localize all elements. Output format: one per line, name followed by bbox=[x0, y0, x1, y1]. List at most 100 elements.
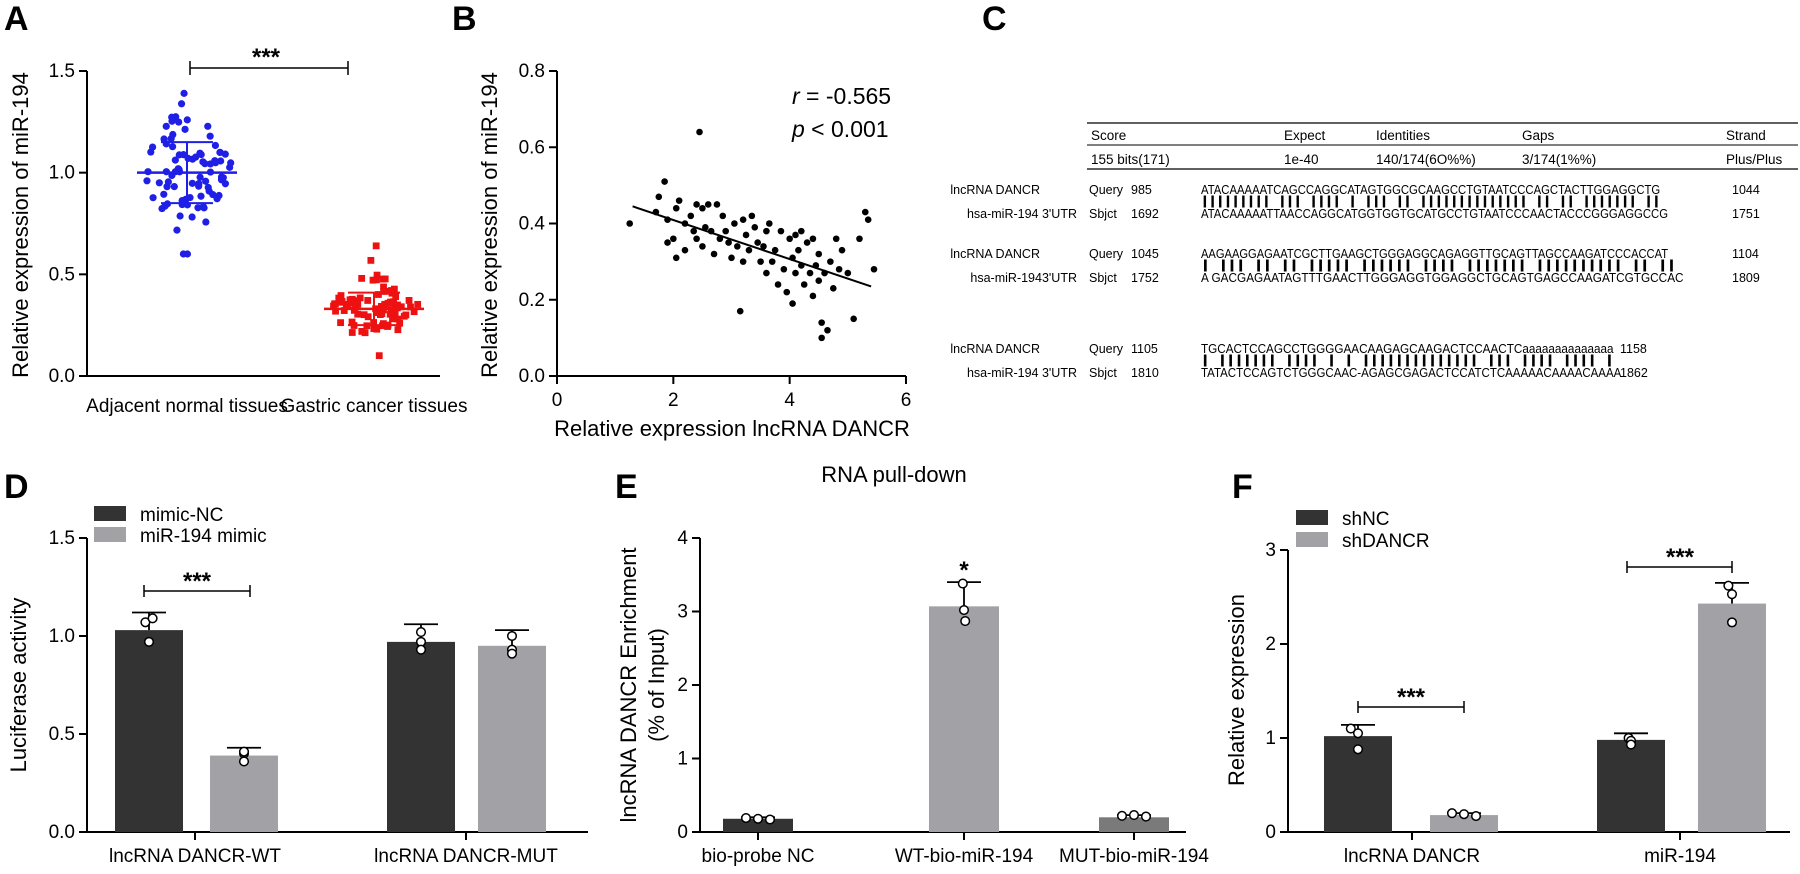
panel-d-data-point bbox=[143, 636, 155, 647]
panel-f-bar bbox=[1698, 603, 1766, 832]
panel-b-y-tick-label: 0.4 bbox=[519, 214, 546, 235]
panel-b-point bbox=[827, 258, 834, 265]
panel-e-data-point bbox=[1116, 810, 1128, 821]
panel-b-point bbox=[832, 235, 840, 243]
panel-b-point bbox=[792, 231, 799, 239]
panel-b-point bbox=[725, 239, 732, 246]
panel-c-subject-start: 1752 bbox=[1131, 271, 1159, 285]
panel-f-category-label: lncRNA DANCR bbox=[1344, 846, 1480, 867]
panel-c-query-name: lncRNA DANCR bbox=[950, 183, 1040, 197]
panel-a-y-tick-label: 0.0 bbox=[49, 366, 75, 387]
panel-a-point bbox=[196, 173, 204, 181]
panel-a-point bbox=[219, 174, 227, 182]
panel-f-category-label: miR-194 bbox=[1644, 846, 1716, 867]
panel-a-point bbox=[378, 310, 386, 318]
panel-c-subject-seq: ATACAAAAATTAACCAGGCATGGTGGTGCATGCCTGTAAT… bbox=[1201, 207, 1668, 221]
panel-b-x-tick-label: 2 bbox=[668, 390, 679, 411]
panel-b-point bbox=[850, 315, 857, 323]
panel-c-subject-type: Sbjct bbox=[1089, 271, 1117, 285]
panel-b-point bbox=[870, 265, 878, 273]
panel-d-data-point bbox=[238, 746, 250, 757]
panel-b-point bbox=[818, 319, 825, 326]
panel-a-point bbox=[390, 298, 397, 306]
panel-e-bar bbox=[1099, 817, 1169, 832]
panel-a-point bbox=[354, 310, 362, 318]
panel-e-data-point bbox=[1128, 810, 1140, 821]
panel-a-point bbox=[397, 303, 405, 311]
panel-b-p-value: < 0.001 bbox=[805, 116, 889, 142]
panel-a-point bbox=[199, 202, 207, 210]
panel-a-point bbox=[367, 256, 375, 264]
panel-c-subject-name: hsa-miR-194 3'UTR bbox=[967, 366, 1077, 380]
panel-b-point bbox=[699, 204, 706, 212]
panel-e-data-point bbox=[960, 616, 971, 627]
panel-c-header-cell: Strand bbox=[1726, 128, 1766, 143]
panel-a-point bbox=[168, 143, 177, 151]
panel-a-point bbox=[348, 318, 356, 326]
panel-b-point bbox=[742, 231, 750, 239]
panel-letter-c: C bbox=[982, 0, 1007, 38]
panel-a-point bbox=[179, 151, 188, 159]
panel-a-point bbox=[143, 177, 151, 185]
panel-letter-b: B bbox=[452, 0, 477, 38]
panel-f-bar bbox=[1430, 815, 1498, 832]
panel-a-significance: *** bbox=[252, 44, 281, 71]
panel-a-point bbox=[394, 301, 401, 309]
panel-b-point bbox=[675, 197, 683, 204]
panel-b-p-stat: p < 0.001 bbox=[791, 116, 889, 142]
panel-b-point bbox=[798, 227, 805, 235]
panel-b-point bbox=[844, 269, 852, 277]
panel-a-point bbox=[380, 288, 388, 295]
panel-e-category-label: MUT-bio-miR-194 bbox=[1059, 846, 1209, 867]
panel-a-scatter: Relative expression of miR-194 Adjacent … bbox=[8, 44, 467, 417]
panel-e-y-tick-label: 4 bbox=[677, 528, 688, 549]
panel-a-y-label: Relative expression of miR-194 bbox=[8, 72, 33, 378]
panel-f-data-point bbox=[1470, 810, 1482, 822]
panel-b-point bbox=[815, 277, 823, 284]
panel-e-data-point bbox=[752, 813, 764, 824]
panel-b-point bbox=[713, 201, 721, 208]
panel-f-y-tick-label: 0 bbox=[1265, 822, 1276, 843]
panel-c-query-start: 1045 bbox=[1131, 247, 1159, 261]
panel-a-point bbox=[171, 156, 179, 164]
panel-a-point bbox=[182, 195, 190, 203]
panel-a-point bbox=[332, 307, 339, 315]
panel-f-data-point bbox=[1345, 723, 1356, 734]
panel-c-subject-end: 1862 bbox=[1620, 366, 1648, 380]
panel-b-point bbox=[655, 193, 663, 201]
panel-a-point bbox=[183, 116, 191, 124]
panel-b-point bbox=[722, 227, 729, 235]
panel-d-data-point bbox=[415, 644, 427, 655]
panel-b-y-tick-label: 0.8 bbox=[519, 61, 545, 82]
panel-e-bar bbox=[929, 606, 999, 832]
panel-letter-d: D bbox=[4, 468, 29, 506]
panel-a-point bbox=[160, 190, 168, 198]
panel-d-legend-swatch-mimic-nc bbox=[94, 506, 126, 521]
panel-a-point bbox=[204, 122, 212, 130]
panel-a-point bbox=[400, 312, 408, 320]
panel-c-subject-start: 1692 bbox=[1131, 207, 1159, 221]
panel-b-point bbox=[739, 216, 747, 223]
panel-c-query-name: lncRNA DANCR bbox=[950, 342, 1040, 356]
panel-a-point bbox=[414, 300, 422, 308]
panel-b-point bbox=[864, 216, 872, 223]
panel-b-x-tick-label: 6 bbox=[901, 390, 912, 411]
panel-d-data-point bbox=[506, 630, 518, 642]
panel-a-point bbox=[158, 204, 166, 213]
panel-a-point bbox=[202, 218, 210, 226]
panel-e-title: RNA pull-down bbox=[821, 462, 967, 487]
panel-b-y-tick-label: 0.0 bbox=[519, 366, 545, 387]
panel-e-y-label: lncRNA DANCR Enrichment bbox=[616, 547, 641, 822]
panel-c-subject-type: Sbjct bbox=[1089, 207, 1117, 221]
panel-c-query-start: 1105 bbox=[1131, 342, 1158, 356]
panel-a-point bbox=[155, 179, 163, 187]
panel-f-y-tick-label: 3 bbox=[1265, 540, 1276, 561]
panel-d-category-label: lncRNA DANCR-WT bbox=[109, 846, 281, 867]
panel-b-point bbox=[748, 212, 756, 220]
panel-f-data-point bbox=[1352, 744, 1364, 755]
panel-f-bar bbox=[1597, 739, 1665, 832]
panel-c-query-start: 985 bbox=[1131, 183, 1152, 197]
panel-b-point bbox=[672, 254, 680, 262]
panel-b-point bbox=[728, 254, 735, 262]
panel-b-point bbox=[690, 227, 697, 235]
